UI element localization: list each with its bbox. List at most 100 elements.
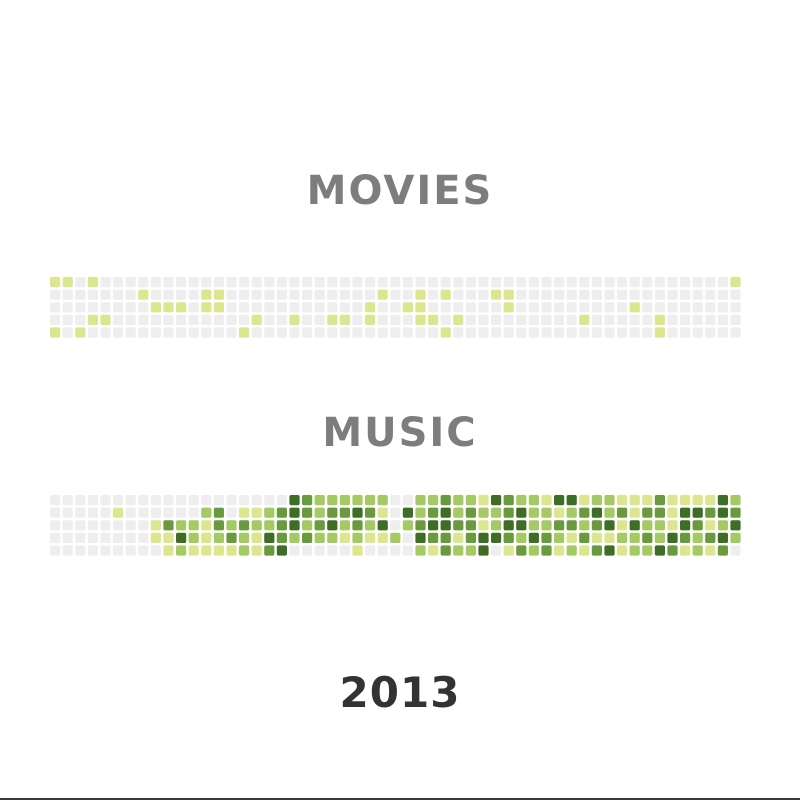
music-cell-r4-c38	[528, 545, 539, 556]
music-cell-r4-c9	[163, 545, 174, 556]
movies-cell-r4-c2	[75, 327, 86, 338]
music-cell-r4-c14	[226, 545, 237, 556]
music-cell-r2-c41	[566, 520, 577, 531]
music-cell-r3-c12	[201, 532, 212, 543]
music-cell-r3-c41	[566, 532, 577, 543]
music-cell-r0-c43	[591, 495, 602, 506]
movies-cell-r3-c27	[390, 314, 401, 325]
movies-cell-r4-c31	[440, 327, 451, 338]
movies-cell-r1-c18	[276, 289, 287, 300]
movies-cell-r1-c23	[339, 289, 350, 300]
music-cell-r0-c24	[352, 495, 363, 506]
movies-cell-r3-c23	[339, 314, 350, 325]
movies-cell-r0-c40	[554, 277, 565, 288]
movies-cell-r0-c37	[516, 277, 527, 288]
music-cell-r3-c54	[730, 532, 741, 543]
movies-cell-r2-c50	[680, 302, 691, 313]
music-cell-r0-c28	[402, 495, 413, 506]
music-cell-r0-c33	[465, 495, 476, 506]
music-cell-r1-c41	[566, 507, 577, 518]
movies-cell-r1-c49	[667, 289, 678, 300]
music-cell-r2-c9	[163, 520, 174, 531]
music-cell-r3-c1	[62, 532, 73, 543]
music-cell-r3-c25	[365, 532, 376, 543]
movies-cell-r0-c45	[617, 277, 628, 288]
music-cell-r2-c34	[478, 520, 489, 531]
music-cell-r1-c45	[617, 507, 628, 518]
music-cell-r0-c3	[87, 495, 98, 506]
music-cell-r1-c46	[629, 507, 640, 518]
music-cell-r3-c33	[465, 532, 476, 543]
music-cell-r4-c20	[302, 545, 313, 556]
movies-cell-r2-c19	[289, 302, 300, 313]
music-cell-r4-c33	[465, 545, 476, 556]
music-cell-r1-c16	[251, 507, 262, 518]
music-cell-r1-c34	[478, 507, 489, 518]
music-cell-r4-c27	[390, 545, 401, 556]
music-cell-r4-c5	[113, 545, 124, 556]
music-cell-r0-c53	[717, 495, 728, 506]
movies-cell-r2-c35	[491, 302, 502, 313]
music-cell-r0-c51	[692, 495, 703, 506]
movies-cell-r4-c10	[176, 327, 187, 338]
movies-cell-r2-c46	[629, 302, 640, 313]
music-cell-r3-c44	[604, 532, 615, 543]
music-cell-r4-c43	[591, 545, 602, 556]
movies-cell-r1-c42	[579, 289, 590, 300]
movies-cell-r2-c28	[402, 302, 413, 313]
movies-cell-r4-c15	[239, 327, 250, 338]
music-cell-r0-c42	[579, 495, 590, 506]
music-cell-r0-c2	[75, 495, 86, 506]
music-cell-r2-c35	[491, 520, 502, 531]
movies-cell-r4-c46	[629, 327, 640, 338]
movies-cell-r3-c35	[491, 314, 502, 325]
movies-cell-r4-c51	[692, 327, 703, 338]
music-cell-r0-c27	[390, 495, 401, 506]
movies-cell-r3-c0	[50, 314, 61, 325]
movies-cell-r3-c10	[176, 314, 187, 325]
music-cell-r0-c35	[491, 495, 502, 506]
movies-cell-r2-c3	[87, 302, 98, 313]
music-cell-r3-c0	[50, 532, 61, 543]
music-cell-r0-c54	[730, 495, 741, 506]
movies-cell-r0-c18	[276, 277, 287, 288]
music-cell-r4-c1	[62, 545, 73, 556]
music-cell-r2-c42	[579, 520, 590, 531]
movies-cell-r0-c46	[629, 277, 640, 288]
movies-cell-r1-c37	[516, 289, 527, 300]
movies-cell-r4-c22	[327, 327, 338, 338]
music-cell-r2-c53	[717, 520, 728, 531]
movies-cell-r2-c17	[264, 302, 275, 313]
music-cell-r1-c2	[75, 507, 86, 518]
movies-cell-r2-c22	[327, 302, 338, 313]
movies-cell-r2-c13	[213, 302, 224, 313]
music-cell-r3-c38	[528, 532, 539, 543]
movies-cell-r3-c12	[201, 314, 212, 325]
music-cell-r0-c48	[654, 495, 665, 506]
movies-cell-r2-c34	[478, 302, 489, 313]
movies-cell-r4-c7	[138, 327, 149, 338]
music-cell-r2-c8	[150, 520, 161, 531]
music-cell-r4-c48	[654, 545, 665, 556]
movies-cell-r0-c27	[390, 277, 401, 288]
music-cell-r2-c23	[339, 520, 350, 531]
movies-cell-r3-c38	[528, 314, 539, 325]
movies-cell-r4-c45	[617, 327, 628, 338]
music-cell-r2-c36	[503, 520, 514, 531]
movies-cell-r4-c21	[314, 327, 325, 338]
music-cell-r3-c31	[440, 532, 451, 543]
movies-cell-r4-c41	[566, 327, 577, 338]
movies-cell-r4-c23	[339, 327, 350, 338]
music-cell-r1-c48	[654, 507, 665, 518]
music-cell-r2-c29	[415, 520, 426, 531]
music-cell-r0-c26	[377, 495, 388, 506]
music-cell-r3-c21	[314, 532, 325, 543]
music-cell-r1-c40	[554, 507, 565, 518]
music-cell-r2-c28	[402, 520, 413, 531]
music-cell-r2-c12	[201, 520, 212, 531]
music-cell-r2-c1	[62, 520, 73, 531]
movies-cell-r2-c38	[528, 302, 539, 313]
movies-cell-r0-c22	[327, 277, 338, 288]
movies-cell-r4-c5	[113, 327, 124, 338]
music-cell-r4-c24	[352, 545, 363, 556]
